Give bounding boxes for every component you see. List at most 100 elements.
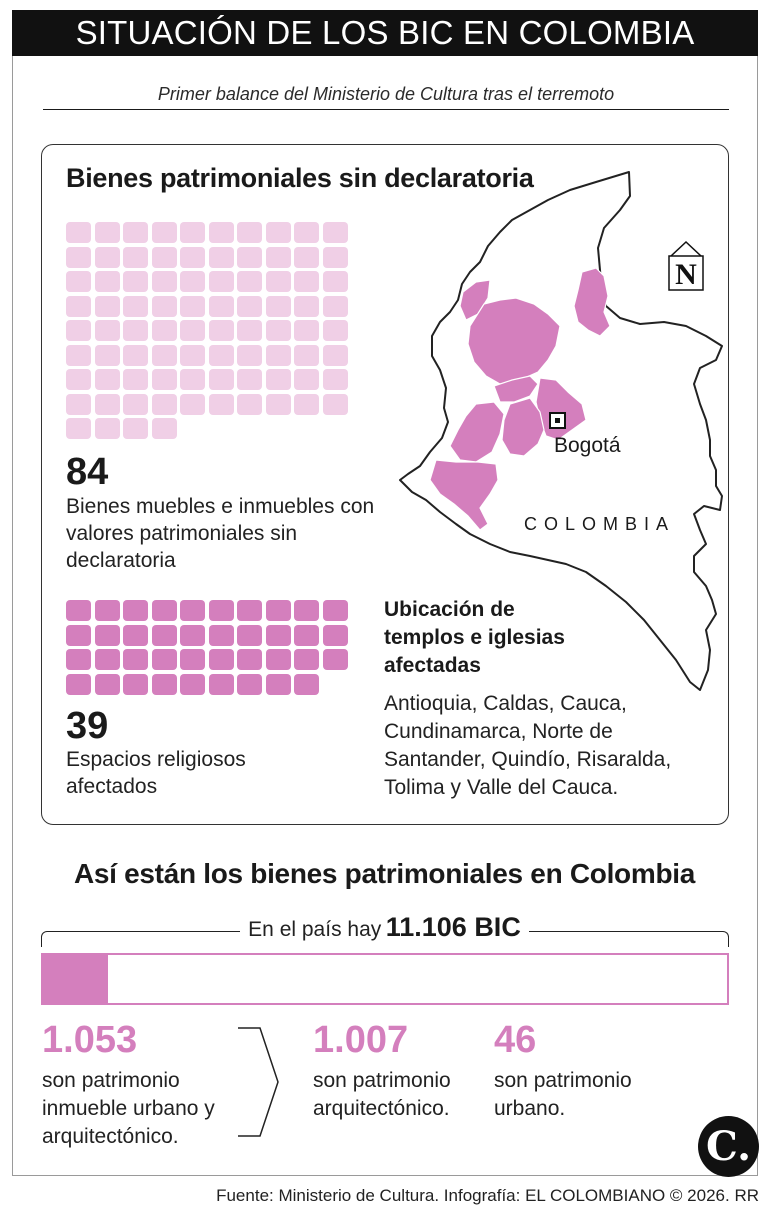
waffle-cell-religious <box>180 649 205 670</box>
waffle-cell-unprotected <box>180 222 205 243</box>
section-title: Así están los bienes patrimoniales en Co… <box>73 858 696 889</box>
proportion-bar-fill <box>43 955 108 1003</box>
waffle-cell-religious <box>151 600 177 621</box>
waffle-cell-unprotected <box>151 344 177 366</box>
waffle-cell-unprotected <box>265 295 291 317</box>
waffle-cell-unprotected <box>123 246 148 268</box>
waffle-cell-religious <box>66 624 91 646</box>
waffle-cell-unprotected <box>66 295 91 317</box>
waffle-cell-unprotected <box>294 246 319 268</box>
waffle-cell-religious <box>294 649 319 670</box>
waffle-cell-unprotected <box>180 320 205 341</box>
waffle-cell-religious <box>294 624 319 646</box>
waffle-cell-religious <box>94 624 120 646</box>
waffle-cell-unprotected <box>237 393 262 415</box>
waffle-cell-unprotected <box>94 246 120 268</box>
waffle-cell-unprotected <box>294 222 319 243</box>
waffle-cell-unprotected <box>294 393 319 415</box>
waffle-cell-unprotected <box>237 222 262 243</box>
location-title: Ubicación de templos e iglesias afectada… <box>384 598 565 677</box>
header-title: SITUACIÓN DE LOS BIC EN COLOMBIA <box>12 10 758 56</box>
waffle-cell-unprotected <box>94 369 120 390</box>
region-cauca <box>429 459 499 531</box>
waffle-cell-unprotected <box>237 369 262 390</box>
waffle-cell-religious <box>208 600 234 621</box>
waffle-cell-unprotected <box>322 295 348 317</box>
subtitle: Primer balance del Ministerio de Cultura… <box>157 84 615 104</box>
waffle-cell-unprotected <box>151 246 177 268</box>
waffle-cell-unprotected <box>322 393 348 415</box>
waffle-cell-unprotected <box>237 271 262 292</box>
country-label: COLOMBIA <box>524 514 676 534</box>
waffle-chart-unprotected <box>66 222 348 439</box>
waffle-cell-unprotected <box>237 344 262 366</box>
waffle-cell-unprotected <box>180 393 205 415</box>
waffle-cell-unprotected <box>151 418 177 439</box>
panel-title: Bienes patrimoniales sin declaratoria <box>66 163 534 193</box>
waffle-cell-unprotected <box>322 271 348 292</box>
waffle-cell-unprotected <box>123 344 148 366</box>
waffle-cell-religious <box>237 624 262 646</box>
waffle-cell-unprotected <box>180 369 205 390</box>
waffle-cell-unprotected <box>123 393 148 415</box>
waffle-cell-religious <box>322 624 348 646</box>
waffle-cell-unprotected <box>180 246 205 268</box>
waffle-cell-religious <box>322 649 348 670</box>
waffle-cell-religious <box>66 649 91 670</box>
religious-count: 39 <box>66 705 109 747</box>
waffle-cell-unprotected <box>66 369 91 390</box>
waffle-cell-unprotected <box>265 320 291 341</box>
waffle-cell-religious <box>180 624 205 646</box>
waffle-cell-unprotected <box>94 320 120 341</box>
source-footer: Fuente: Ministerio de Cultura. Infografí… <box>216 1186 759 1205</box>
waffle-cell-unprotected <box>265 369 291 390</box>
waffle-cell-unprotected <box>94 295 120 317</box>
waffle-cell-unprotected <box>94 222 120 243</box>
waffle-cell-religious <box>151 624 177 646</box>
waffle-cell-unprotected <box>94 393 120 415</box>
waffle-cell-unprotected <box>208 369 234 390</box>
waffle-cell-unprotected <box>151 320 177 341</box>
proportion-bar <box>41 953 729 1005</box>
waffle-cell-religious <box>237 649 262 670</box>
stat-label: son patrimonio arquitectónico. <box>313 1069 451 1120</box>
waffle-cell-unprotected <box>94 344 120 366</box>
waffle-cell-unprotected <box>180 295 205 317</box>
waffle-cell-unprotected <box>180 344 205 366</box>
waffle-cell-unprotected <box>322 369 348 390</box>
region-norte-de-santander <box>573 267 611 337</box>
waffle-cell-unprotected <box>123 271 148 292</box>
stat-architectural: 1.007 son patrimonio arquitectónico. <box>313 1021 483 1123</box>
waffle-cell-unprotected <box>180 271 205 292</box>
waffle-cell-religious <box>180 673 205 695</box>
waffle-cell-unprotected <box>208 271 234 292</box>
waffle-cell-unprotected <box>151 393 177 415</box>
waffle-cell-unprotected <box>208 344 234 366</box>
waffle-cell-religious <box>265 673 291 695</box>
waffle-cell-religious <box>208 624 234 646</box>
waffle-cell-unprotected <box>294 271 319 292</box>
waffle-cell-unprotected <box>151 369 177 390</box>
waffle-cell-unprotected <box>66 271 91 292</box>
stat-label: son patrimonio inmueble urbano y arquite… <box>42 1069 215 1148</box>
waffle-cell-unprotected <box>237 295 262 317</box>
waffle-cell-unprotected <box>66 344 91 366</box>
waffle-cell-unprotected <box>151 295 177 317</box>
total-prefix: En el país hay <box>248 918 382 941</box>
waffle-cell-unprotected <box>322 344 348 366</box>
heritage-panel <box>41 144 729 825</box>
religious-label: Espacios religiosos afectados <box>66 748 246 798</box>
waffle-cell-religious <box>294 673 319 695</box>
waffle-cell-unprotected <box>237 320 262 341</box>
waffle-cell-unprotected <box>123 320 148 341</box>
unprotected-label: Bienes muebles e inmuebles con valores p… <box>66 495 375 572</box>
waffle-cell-unprotected <box>123 418 148 439</box>
waffle-cell-religious <box>123 649 148 670</box>
waffle-cell-religious <box>237 673 262 695</box>
waffle-cell-religious <box>265 600 291 621</box>
waffle-cell-unprotected <box>208 295 234 317</box>
location-list: Antioquia, Caldas, Cauca, Cundinamarca, … <box>384 692 672 799</box>
waffle-cell-religious <box>66 673 91 695</box>
waffle-cell-unprotected <box>237 246 262 268</box>
waffle-cell-unprotected <box>66 320 91 341</box>
